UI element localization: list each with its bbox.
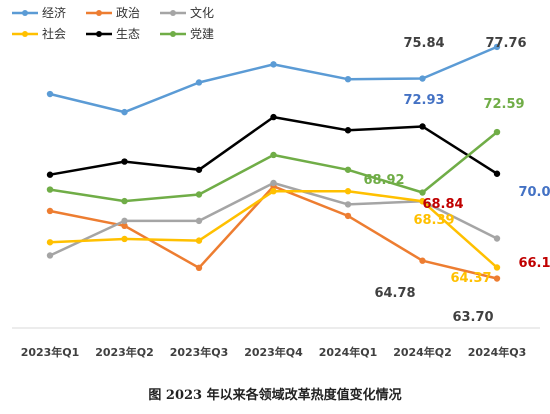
data-labels: 75.84 77.76 72.93 72.59 68.92 70.06 68.8468.39…: [363, 36, 550, 325]
x-tick-labels: 2023年Q1 2023年Q2 2023年Q3 2023年Q4 2024年Q1 2024年…: [21, 345, 527, 359]
data-point: [195, 237, 203, 244]
data-point: [270, 179, 277, 187]
data-point: [195, 217, 203, 225]
data-point: [195, 79, 203, 86]
series-layer: [46, 43, 501, 282]
data-label: 75.84: [403, 36, 444, 51]
data-point: [419, 257, 426, 264]
data-point: [121, 197, 128, 205]
data-label: 72.93: [403, 93, 444, 108]
x-tick-label: 2024年Q1: [319, 345, 378, 359]
data-point: [419, 123, 426, 130]
data-point: [344, 201, 352, 208]
series-社会: [46, 188, 501, 271]
data-label: 64.78: [374, 286, 415, 301]
x-tick-label: 2023年Q4: [244, 345, 303, 359]
data-point: [270, 188, 277, 195]
x-tick-label: 2023年Q2: [95, 345, 154, 359]
legend-marker: [170, 10, 176, 16]
data-point: [493, 128, 501, 136]
series-line: [49, 115, 498, 176]
data-point: [344, 75, 352, 83]
x-tick-label: 2023年Q1: [21, 345, 80, 359]
series-生态: [46, 113, 501, 178]
data-point: [195, 264, 203, 272]
chart-caption: 图 2023 年以来各领域改革热度值变化情况: [148, 388, 402, 403]
data-point: [493, 170, 501, 177]
data-point: [46, 207, 54, 215]
data-label: 68.84: [422, 197, 463, 212]
legend-item: 党建: [160, 26, 214, 41]
legend-label: 政治: [116, 6, 140, 20]
data-point: [344, 212, 352, 220]
data-point: [195, 191, 203, 198]
series-政治: [46, 183, 501, 282]
legend-marker: [170, 31, 176, 37]
legend-label: 生态: [116, 27, 140, 41]
series-党建: [46, 128, 501, 205]
data-point: [493, 235, 501, 242]
data-label: 72.59: [483, 97, 524, 112]
data-point: [270, 61, 277, 68]
data-point: [121, 222, 128, 230]
data-point: [195, 166, 203, 173]
data-label: 68.92: [363, 173, 404, 188]
data-point: [493, 264, 501, 271]
data-point: [270, 151, 277, 159]
data-point: [46, 186, 54, 193]
data-label: 68.39: [413, 213, 454, 228]
data-point: [46, 90, 54, 98]
legend-item: 经济: [12, 5, 66, 20]
data-point: [419, 198, 426, 205]
data-label: 70.06: [518, 185, 550, 200]
legend-marker: [96, 10, 102, 16]
legend-label: 党建: [190, 26, 214, 41]
legend-item: 生态: [86, 27, 140, 41]
data-point: [344, 127, 352, 134]
legend-marker: [96, 31, 102, 37]
data-point: [46, 239, 54, 246]
data-label: 66.13: [518, 256, 550, 271]
legend-item: 政治: [86, 6, 140, 20]
data-point: [46, 252, 54, 259]
legend-label: 经济: [42, 5, 66, 20]
legend-item: 文化: [160, 5, 214, 20]
data-label: 64.37: [450, 271, 491, 286]
data-point: [419, 75, 426, 82]
data-point: [121, 108, 128, 116]
legend-item: 社会: [12, 26, 66, 41]
legend-marker: [22, 31, 28, 37]
data-point: [46, 171, 54, 178]
data-label: 77.76: [485, 36, 526, 51]
data-point: [270, 113, 277, 121]
x-tick-label: 2024年Q3: [468, 345, 527, 359]
x-tick-label: 2024年Q2: [393, 345, 452, 359]
data-point: [419, 189, 426, 196]
data-point: [121, 217, 128, 225]
legend-label: 文化: [190, 5, 214, 20]
data-point: [493, 43, 501, 51]
data-point: [344, 188, 352, 195]
data-point: [344, 166, 352, 173]
series-经济: [46, 43, 501, 116]
data-point: [121, 158, 128, 165]
data-point: [121, 235, 128, 243]
x-tick-label: 2023年Q3: [170, 345, 229, 359]
data-label: 63.70: [452, 310, 493, 325]
legend-marker: [22, 10, 28, 16]
data-point: [493, 275, 501, 282]
legend-label: 社会: [42, 26, 66, 41]
